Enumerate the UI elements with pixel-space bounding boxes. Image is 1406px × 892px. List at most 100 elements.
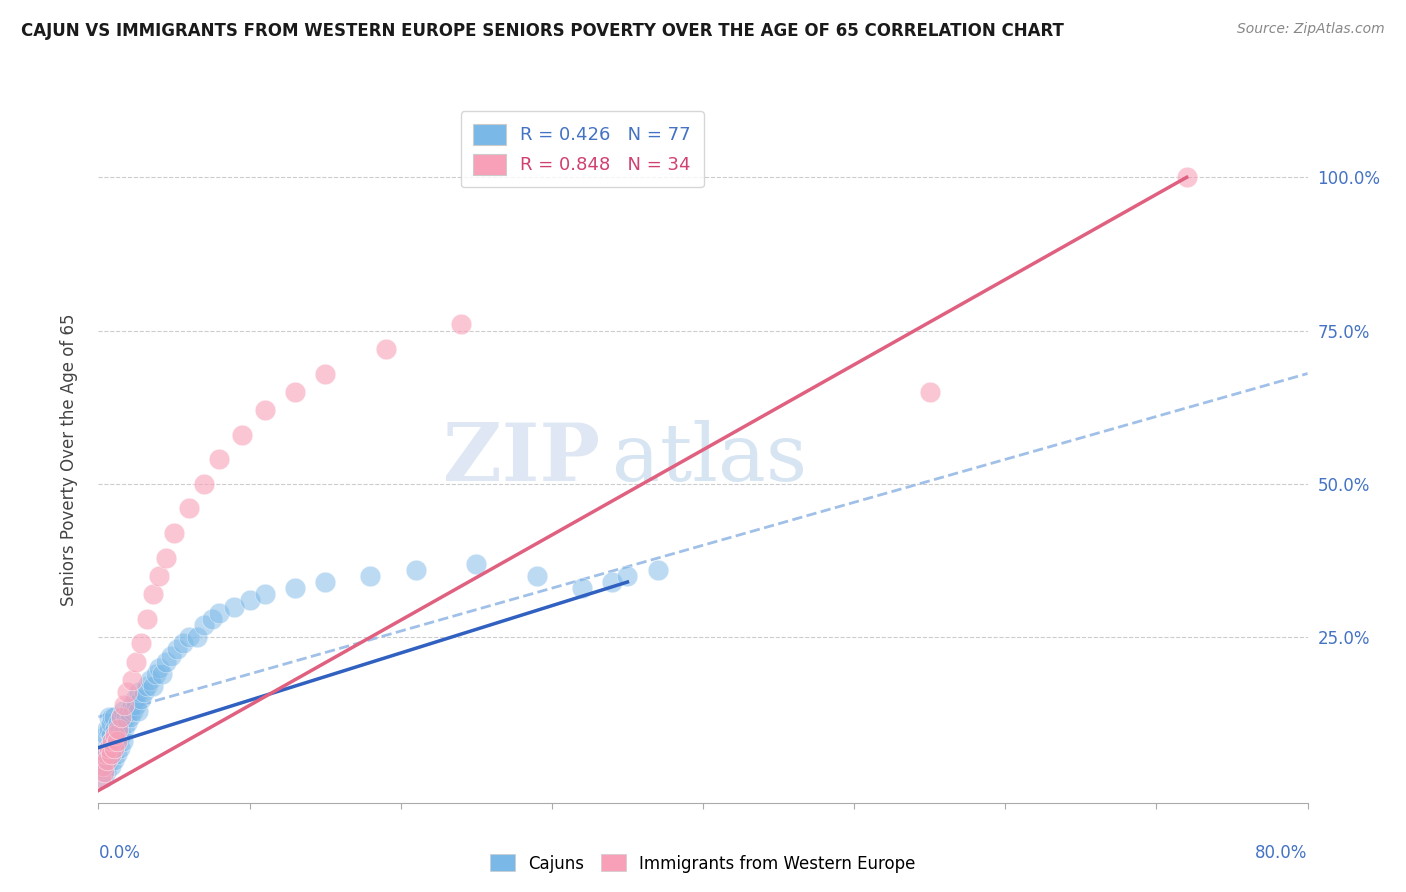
Point: [224, 599, 246, 614]
Point: [112, 698, 135, 712]
Point: [314, 575, 336, 590]
Point: [104, 740, 127, 755]
Point: [186, 630, 208, 644]
Point: [114, 710, 136, 724]
Point: [1175, 170, 1198, 185]
Point: [602, 575, 624, 590]
Point: [166, 642, 188, 657]
Point: [135, 612, 157, 626]
Point: [148, 661, 170, 675]
Point: [374, 342, 396, 356]
Point: [179, 630, 201, 644]
Point: [90, 759, 112, 773]
Point: [100, 716, 122, 731]
Point: [100, 747, 122, 761]
Point: [284, 384, 307, 399]
Point: [110, 710, 132, 724]
Point: [100, 728, 122, 742]
Point: [121, 673, 143, 688]
Point: [253, 403, 276, 417]
Point: [142, 587, 165, 601]
Point: [208, 606, 231, 620]
Point: [101, 734, 124, 748]
Point: [98, 753, 121, 767]
Point: [101, 710, 124, 724]
Point: [110, 728, 132, 742]
Point: [91, 759, 114, 773]
Point: [571, 581, 593, 595]
Point: [101, 747, 124, 761]
Y-axis label: Seniors Poverty Over the Age of 65: Seniors Poverty Over the Age of 65: [59, 313, 77, 606]
Point: [100, 740, 122, 755]
Point: [96, 723, 118, 737]
Point: [193, 618, 215, 632]
Legend: R = 0.426   N = 77, R = 0.848   N = 34: R = 0.426 N = 77, R = 0.848 N = 34: [461, 112, 703, 187]
Point: [918, 384, 941, 399]
Point: [253, 587, 276, 601]
Point: [98, 723, 121, 737]
Text: Source: ZipAtlas.com: Source: ZipAtlas.com: [1237, 22, 1385, 37]
Point: [125, 698, 148, 712]
Point: [160, 648, 183, 663]
Point: [111, 734, 134, 748]
Point: [103, 710, 125, 724]
Point: [108, 740, 131, 755]
Point: [122, 704, 145, 718]
Point: [450, 318, 472, 332]
Point: [93, 734, 115, 748]
Point: [231, 428, 253, 442]
Point: [314, 367, 336, 381]
Point: [172, 636, 194, 650]
Point: [112, 723, 135, 737]
Point: [142, 679, 165, 693]
Point: [98, 740, 121, 755]
Point: [616, 569, 638, 583]
Point: [94, 765, 117, 780]
Point: [108, 723, 131, 737]
Text: 0.0%: 0.0%: [98, 844, 141, 862]
Point: [93, 753, 115, 767]
Point: [150, 667, 173, 681]
Point: [124, 691, 146, 706]
Point: [139, 673, 162, 688]
Point: [360, 569, 382, 583]
Point: [96, 759, 118, 773]
Point: [105, 734, 128, 748]
Point: [115, 685, 138, 699]
Point: [128, 685, 150, 699]
Point: [94, 728, 117, 742]
Point: [135, 679, 157, 693]
Point: [155, 550, 177, 565]
Point: [129, 691, 152, 706]
Point: [118, 704, 141, 718]
Point: [110, 710, 132, 724]
Point: [125, 655, 148, 669]
Point: [120, 710, 142, 724]
Point: [208, 452, 231, 467]
Point: [104, 723, 127, 737]
Point: [145, 667, 167, 681]
Text: CAJUN VS IMMIGRANTS FROM WESTERN EUROPE SENIORS POVERTY OVER THE AGE OF 65 CORRE: CAJUN VS IMMIGRANTS FROM WESTERN EUROPE …: [21, 22, 1064, 40]
Text: atlas: atlas: [613, 420, 807, 499]
Point: [647, 563, 669, 577]
Point: [107, 734, 129, 748]
Point: [96, 753, 118, 767]
Point: [94, 747, 117, 761]
Point: [96, 747, 118, 761]
Point: [104, 728, 127, 742]
Point: [121, 698, 143, 712]
Point: [284, 581, 307, 595]
Point: [129, 636, 152, 650]
Point: [93, 765, 115, 780]
Point: [111, 704, 134, 718]
Point: [132, 685, 155, 699]
Text: ZIP: ZIP: [443, 420, 600, 499]
Point: [105, 728, 128, 742]
Point: [103, 734, 125, 748]
Point: [105, 747, 128, 761]
Point: [405, 563, 427, 577]
Point: [107, 723, 129, 737]
Point: [98, 710, 121, 724]
Point: [148, 569, 170, 583]
Point: [107, 716, 129, 731]
